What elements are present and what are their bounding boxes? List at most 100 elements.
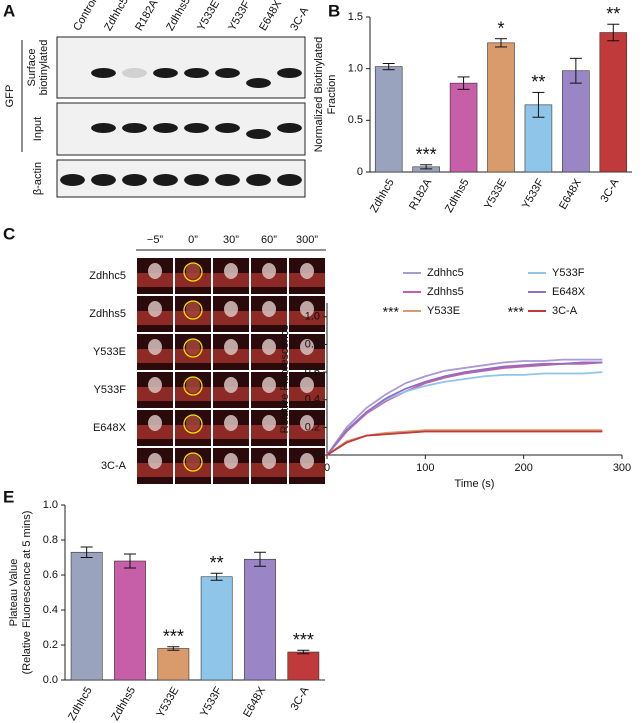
- error-bar: [382, 63, 395, 71]
- row-label: Zdhhs5: [89, 308, 126, 320]
- significance: ***: [416, 145, 437, 165]
- bar: [157, 648, 190, 681]
- blot-band: [122, 174, 147, 186]
- x-tick-label: 200: [514, 462, 532, 474]
- spine: [148, 453, 162, 469]
- spine: [224, 301, 238, 317]
- dendrite: [137, 273, 173, 287]
- dendrite: [213, 349, 249, 363]
- blot-band: [215, 123, 240, 133]
- bleach-roi: [183, 414, 203, 434]
- dendrite: [251, 273, 287, 287]
- series-line: [326, 361, 603, 456]
- y-tick-label: 0.5: [348, 114, 363, 126]
- legend-label: Zdhhc5: [427, 267, 464, 279]
- row-label: 3C-A: [101, 460, 127, 472]
- series-line: [326, 430, 603, 456]
- blot-band: [91, 174, 116, 186]
- dendrite: [289, 311, 325, 325]
- x-tick-label: Zdhhs5: [443, 177, 472, 215]
- spine: [262, 301, 276, 317]
- significance: ***: [293, 630, 314, 650]
- x-tick-label: R182A: [407, 176, 435, 212]
- x-axis-label: Time (s): [455, 478, 495, 490]
- legend-label: E648X: [552, 286, 586, 298]
- bar: [599, 32, 628, 173]
- blot-band: [246, 174, 271, 186]
- blot-band: [246, 78, 271, 88]
- row-label: Y533E: [93, 346, 126, 358]
- dendrite: [251, 311, 287, 325]
- dendrite: [175, 273, 211, 287]
- blot-frame: [56, 36, 306, 99]
- spine: [300, 415, 314, 431]
- x-tick-label: 3C-A: [598, 176, 621, 204]
- spine: [148, 301, 162, 317]
- y-tick-label: 0.6: [43, 569, 58, 581]
- lane-label: Control: [71, 0, 99, 33]
- row-label: Input: [32, 117, 44, 141]
- spine: [300, 453, 314, 469]
- error-bar: [420, 164, 433, 170]
- row-label: β-actin: [32, 162, 44, 195]
- blot-band: [60, 174, 85, 186]
- time-label: 30”: [223, 234, 239, 246]
- spine: [148, 377, 162, 393]
- x-tick-label: 3C-A: [289, 684, 312, 712]
- spine: [300, 377, 314, 393]
- y-axis-label: Normalized Biotinylated: [313, 37, 325, 153]
- bleach-roi: [183, 338, 203, 358]
- spine: [224, 453, 238, 469]
- error-bar: [495, 38, 507, 48]
- dendrite: [137, 425, 173, 439]
- time-label: 300”: [296, 234, 318, 246]
- error-bar: [532, 91, 545, 118]
- bleach-roi: [183, 452, 203, 472]
- panel-label: E: [3, 487, 14, 506]
- y-tick-label: 0.6: [305, 366, 320, 378]
- bar: [449, 82, 478, 173]
- row-label: Surface: [26, 49, 38, 87]
- blot-band: [184, 174, 209, 186]
- bar: [287, 651, 320, 681]
- dendrite: [289, 387, 325, 401]
- y-tick-label: 0.8: [305, 338, 320, 350]
- spine: [224, 377, 238, 393]
- x-tick-label: 100: [416, 462, 434, 474]
- row-label: biotinylated: [38, 40, 50, 96]
- blot-band: [122, 68, 147, 78]
- y-tick-label: 0.8: [43, 534, 58, 546]
- spine: [262, 339, 276, 355]
- dendrite: [175, 311, 211, 325]
- blot-band: [184, 123, 209, 133]
- y-tick-label: 0.0: [43, 674, 58, 686]
- dendrite: [289, 425, 325, 439]
- bleach-roi: [183, 300, 203, 320]
- dendrite: [289, 273, 325, 287]
- spine: [262, 415, 276, 431]
- x-tick-label: Y533F: [520, 177, 547, 211]
- dendrite: [213, 311, 249, 325]
- error-bar: [167, 646, 180, 651]
- x-tick-label: Y533E: [155, 685, 182, 720]
- spine: [148, 339, 162, 355]
- y-tick-label: 1.0: [305, 311, 320, 323]
- dendrite: [175, 387, 211, 401]
- error-bar: [569, 57, 582, 84]
- dendrite: [175, 463, 211, 477]
- spine: [300, 301, 314, 317]
- bar: [487, 42, 515, 173]
- spine: [262, 263, 276, 279]
- spine: [224, 339, 238, 355]
- error-bar: [297, 649, 310, 655]
- spine: [224, 263, 238, 279]
- panel-label: C: [3, 224, 15, 243]
- panel-label: A: [3, 1, 15, 20]
- lane-label: Zdhhc5: [102, 0, 131, 33]
- error-bar: [80, 546, 93, 558]
- significance: **: [531, 72, 545, 92]
- error-bar: [457, 76, 470, 90]
- series-line: [326, 358, 603, 456]
- bleach-roi: [183, 262, 203, 282]
- blot-band: [91, 68, 116, 78]
